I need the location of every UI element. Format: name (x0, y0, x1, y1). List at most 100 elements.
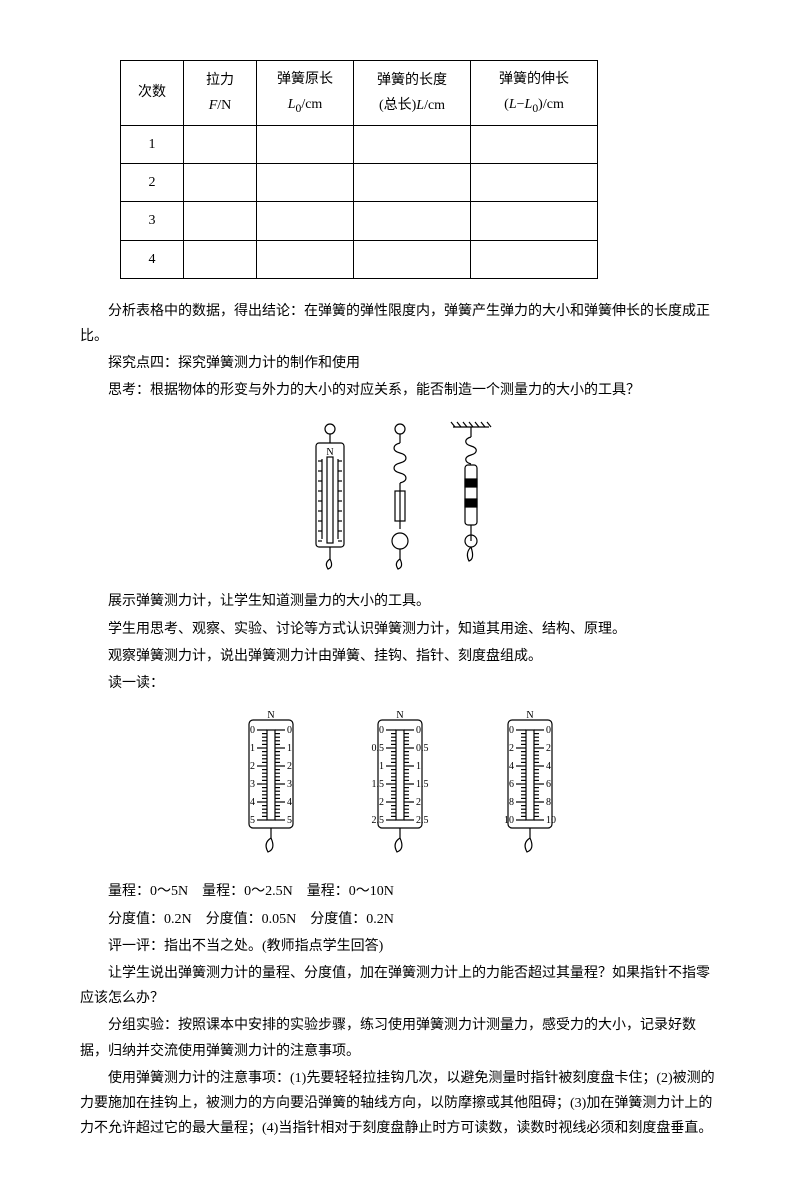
cell (471, 164, 598, 202)
svg-text:5: 5 (250, 815, 255, 826)
th-top: 弹簧的长度 (362, 68, 462, 93)
row-index: 4 (121, 240, 184, 278)
th-top: 弹簧原长 (265, 67, 345, 92)
paragraph: 观察弹簧测力计，说出弹簧测力计由弹簧、挂钩、指针、刻度盘组成。 (80, 644, 720, 669)
svg-text:0.5: 0.5 (416, 743, 429, 754)
paragraph: 分析表格中的数据，得出结论：在弹簧的弹性限度内，弹簧产生弹力的大小和弹簧伸长的长… (80, 299, 720, 349)
svg-text:1: 1 (416, 761, 421, 772)
div-line: 分度值：0.2N 分度值：0.05N 分度值：0.2N (80, 907, 720, 932)
paragraph: 使用弹簧测力计的注意事项：(1)先要轻轻拉挂钩几次，以避免测量时指针被刻度盘卡住… (80, 1066, 720, 1142)
svg-text:1.5: 1.5 (416, 779, 429, 790)
svg-text:4: 4 (287, 797, 292, 808)
svg-text:0: 0 (379, 725, 384, 736)
cell (184, 202, 257, 240)
table-row: 4 (121, 240, 598, 278)
paragraph: 探究点四：探究弹簧测力计的制作和使用 (80, 351, 720, 376)
paragraph: 学生用思考、观察、实验、讨论等方式认识弹簧测力计，知道其用途、结构、原理。 (80, 617, 720, 642)
cell (257, 164, 354, 202)
th-l0: 弹簧原长 L0/cm (257, 61, 354, 126)
svg-text:2: 2 (287, 761, 292, 772)
th-force: 拉力 F/N (184, 61, 257, 126)
table-header-row: 次数 拉力 F/N 弹簧原长 L0/cm 弹簧的长度 (总长)L/cm 弹簧的伸… (121, 61, 598, 126)
svg-text:0: 0 (416, 725, 421, 736)
svg-text:10: 10 (546, 815, 556, 826)
row-index: 3 (121, 202, 184, 240)
svg-text:6: 6 (546, 779, 551, 790)
th-dl: 弹簧的伸长 (L−L0)/cm (471, 61, 598, 126)
table-row: 1 (121, 125, 598, 163)
th-bot: (总长)L/cm (362, 93, 462, 118)
svg-text:N: N (396, 710, 403, 721)
row-index: 2 (121, 164, 184, 202)
svg-text:2: 2 (416, 797, 421, 808)
cell (184, 240, 257, 278)
svg-text:2.5: 2.5 (372, 815, 385, 826)
svg-text:1: 1 (250, 743, 255, 754)
cell (354, 125, 471, 163)
scale-figure: N 0 0 1 1 2 2 3 3 4 4 5 5 (226, 706, 316, 865)
svg-text:0.5: 0.5 (372, 743, 385, 754)
svg-text:N: N (267, 710, 274, 721)
dynamometer-spring-icon (383, 421, 417, 571)
cell (354, 202, 471, 240)
svg-text:4: 4 (509, 761, 514, 772)
range-line: 量程：0～5N 量程：0～2.5N 量程：0～10N (80, 879, 720, 904)
svg-text:2: 2 (509, 743, 514, 754)
svg-text:4: 4 (250, 797, 255, 808)
svg-text:0: 0 (509, 725, 514, 736)
svg-text:1: 1 (379, 761, 384, 772)
row-index: 1 (121, 125, 184, 163)
cell (354, 164, 471, 202)
scale-figure: N 0 0 0.5 0.5 1 1 1.5 1.5 2 2 2.5 2.5 (355, 706, 445, 865)
cell (471, 240, 598, 278)
cell (184, 164, 257, 202)
th-l: 弹簧的长度 (总长)L/cm (354, 61, 471, 126)
th-bot: L0/cm (265, 92, 345, 119)
paragraph: 展示弹簧测力计，让学生知道测量力的大小的工具。 (80, 589, 720, 614)
cell (257, 125, 354, 163)
spring-dynamometer-figure-row: N (80, 421, 720, 571)
svg-text:4: 4 (546, 761, 551, 772)
svg-text:5: 5 (287, 815, 292, 826)
paragraph: 思考：根据物体的形变与外力的大小的对应关系，能否制造一个测量力的大小的工具？ (80, 378, 720, 403)
th-top: 弹簧的伸长 (479, 67, 589, 92)
paragraph: 读一读： (80, 671, 720, 696)
svg-text:8: 8 (546, 797, 551, 808)
svg-text:0: 0 (250, 725, 255, 736)
reading-scales-row: N001122334455 N000.50.5111.51.5222.52.5 … (80, 706, 720, 865)
cell (471, 202, 598, 240)
th-bot: F/N (192, 93, 248, 118)
svg-text:3: 3 (250, 779, 255, 790)
paragraph: 评一评：指出不当之处。(教师指点学生回答) (80, 934, 720, 959)
svg-text:3: 3 (287, 779, 292, 790)
svg-text:1: 1 (287, 743, 292, 754)
dynamometer-rect-icon: N (308, 421, 352, 571)
svg-text:2: 2 (379, 797, 384, 808)
svg-text:0: 0 (546, 725, 551, 736)
svg-text:2.5: 2.5 (416, 815, 429, 826)
svg-text:1.5: 1.5 (372, 779, 385, 790)
table-row: 3 (121, 202, 598, 240)
paragraph: 分组实验：按照课本中安排的实验步骤，练习使用弹簧测力计测量力，感受力的大小，记录… (80, 1013, 720, 1063)
cell (257, 202, 354, 240)
dynamometer-hatched-icon (449, 421, 493, 571)
th-top: 次数 (129, 80, 175, 105)
table-row: 2 (121, 164, 598, 202)
th-bot: (L−L0)/cm (479, 92, 589, 119)
svg-text:8: 8 (509, 797, 514, 808)
cell (354, 240, 471, 278)
svg-text:6: 6 (509, 779, 514, 790)
unit-label: N (326, 447, 333, 458)
paragraph: 让学生说出弹簧测力计的量程、分度值，加在弹簧测力计上的力能否超过其量程？如果指针… (80, 961, 720, 1011)
cell (471, 125, 598, 163)
svg-text:0: 0 (287, 725, 292, 736)
svg-text:2: 2 (250, 761, 255, 772)
cell (184, 125, 257, 163)
th-top: 拉力 (192, 68, 248, 93)
svg-text:10: 10 (504, 815, 514, 826)
svg-text:N: N (526, 710, 533, 721)
scale-figure: N 0 0 2 2 4 4 6 6 8 8 10 10 (485, 706, 575, 865)
th-index: 次数 (121, 61, 184, 126)
svg-text:2: 2 (546, 743, 551, 754)
cell (257, 240, 354, 278)
